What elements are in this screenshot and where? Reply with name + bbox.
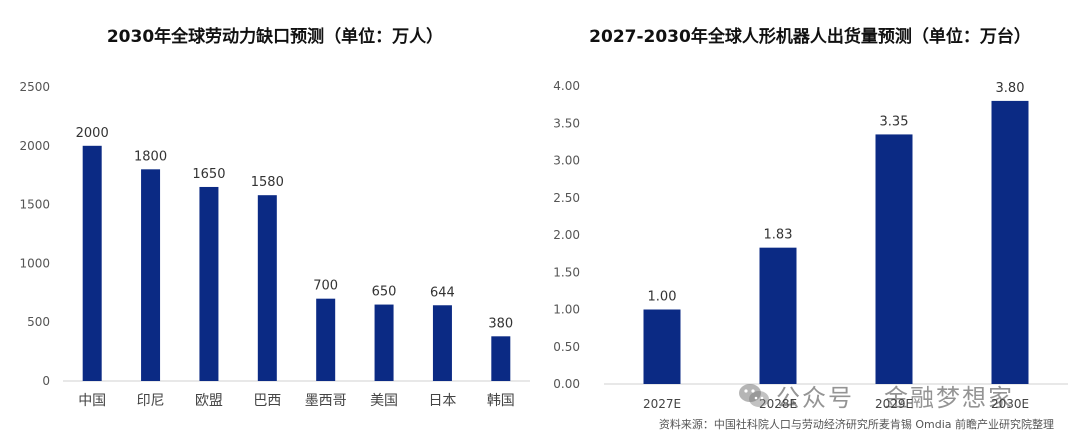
robot-shipment-bar xyxy=(643,309,681,384)
robot-shipment-chart-panel: 2027-2030年全球人形机器人出货量预测（单位：万台） 0.00 0.50 1.… xyxy=(540,0,1080,442)
labor-gap-x-tick-label: 日本 xyxy=(428,393,456,409)
labor-gap-bar xyxy=(432,305,452,381)
labor-gap-data-label: 1580 xyxy=(251,175,284,190)
labor-gap-chart-panel: 2030年全球劳动力缺口预测（单位：万人） 0 500 1000 1500 2000 25… xyxy=(19,27,530,409)
robot-shipment-x-tick-label: 2029E xyxy=(875,397,913,411)
robot-shipment-x-tick-label: 2030E xyxy=(991,397,1029,411)
labor-gap-data-label: 700 xyxy=(313,279,338,294)
labor-gap-x-tick-label: 韩国 xyxy=(487,393,515,409)
labor-gap-bar xyxy=(316,298,336,381)
wechat-icon xyxy=(739,383,769,407)
labor-gap-x-tick-label: 印尼 xyxy=(137,393,165,409)
source-note: 资料来源：中国社科院人口与劳动经济研究所麦肯锡 Omdia 前瞻产业研究院整理 xyxy=(658,418,1054,431)
robot-shipment-x-tick-label: 2028E xyxy=(759,397,797,411)
labor-gap-y-tick-label: 2000 xyxy=(19,139,50,153)
robot-shipment-y-tick-label: 3.50 xyxy=(553,116,580,130)
labor-gap-x-tick-label: 巴西 xyxy=(253,393,281,409)
robot-shipment-y-tick-label: 0.50 xyxy=(553,340,580,354)
labor-gap-y-tick-label: 1000 xyxy=(19,256,50,270)
robot-shipment-bar xyxy=(875,134,913,384)
labor-gap-x-tick-label: 中国 xyxy=(78,393,106,409)
labor-gap-chart-title: 2030年全球劳动力缺口预测（单位：万人） xyxy=(106,27,444,47)
labor-gap-data-label: 1650 xyxy=(192,167,225,182)
robot-shipment-y-tick-label: 1.50 xyxy=(553,265,580,279)
robot-shipment-y-tick-label: 3.00 xyxy=(553,154,580,168)
labor-gap-bar xyxy=(374,304,394,381)
robot-shipment-data-label: 3.35 xyxy=(880,114,909,129)
robot-shipment-bar xyxy=(991,100,1029,385)
labor-gap-data-label: 650 xyxy=(372,285,397,300)
wechat-account-badge[interactable]: 公众号 金融梦想家 xyxy=(738,378,1014,413)
labor-gap-x-tick-label: 美国 xyxy=(370,393,398,409)
labor-gap-data-label: 380 xyxy=(488,316,513,331)
labor-gap-data-label: 644 xyxy=(430,285,455,300)
labor-gap-y-tick-label: 2500 xyxy=(19,80,50,94)
labor-gap-bar xyxy=(257,195,277,381)
labor-gap-bar xyxy=(82,145,102,381)
robot-shipment-data-label: 3.80 xyxy=(996,81,1025,96)
robot-shipment-y-tick-label: 1.00 xyxy=(553,303,580,317)
robot-shipment-bar xyxy=(759,247,797,384)
labor-gap-x-tick-label: 欧盟 xyxy=(195,393,223,409)
labor-gap-chart: 0 500 1000 1500 2000 2500 2000 中国 1800 印尼 1650 欧盟 15… xyxy=(19,80,530,409)
robot-shipment-data-label: 1.83 xyxy=(764,228,793,243)
labor-gap-bar xyxy=(199,186,219,381)
wechat-label: 公众号 xyxy=(776,384,854,412)
labor-gap-data-label: 2000 xyxy=(76,126,109,141)
labor-gap-x-tick-label: 墨西哥 xyxy=(305,393,347,409)
labor-gap-data-label: 1800 xyxy=(134,149,167,164)
wechat-account-name: 金融梦想家 xyxy=(884,384,1014,412)
robot-shipment-y-tick-label: 0.00 xyxy=(553,377,580,391)
labor-gap-y-tick-label: 500 xyxy=(27,315,50,329)
labor-gap-y-tick-label: 1500 xyxy=(19,198,50,212)
labor-gap-bar xyxy=(141,169,161,381)
robot-shipment-y-tick-label: 2.00 xyxy=(553,228,580,242)
labor-gap-bar xyxy=(491,336,511,381)
robot-shipment-y-tick-label: 4.00 xyxy=(553,79,580,93)
robot-shipment-chart: 0.00 0.50 1.00 1.50 2.00 2.50 3.00 3.50 4.00 1.00… xyxy=(553,79,1068,411)
robot-shipment-data-label: 1.00 xyxy=(648,290,677,305)
robot-shipment-y-tick-label: 2.50 xyxy=(553,191,580,205)
robot-shipment-chart-title: 2027-2030年全球人形机器人出货量预测（单位：万台） xyxy=(589,27,1031,47)
robot-shipment-x-tick-label: 2027E xyxy=(643,397,681,411)
labor-gap-y-tick-label: 0 xyxy=(42,374,50,388)
